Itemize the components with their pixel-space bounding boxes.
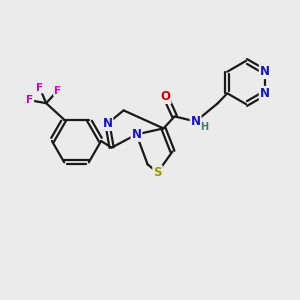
Text: F: F (26, 95, 33, 105)
Text: H: H (200, 122, 208, 132)
Text: N: N (102, 117, 112, 130)
Text: S: S (153, 166, 162, 179)
Text: N: N (260, 65, 270, 78)
Text: F: F (36, 82, 43, 93)
Text: N: N (260, 87, 270, 100)
Text: N: N (190, 115, 201, 128)
Text: F: F (54, 85, 61, 96)
Text: O: O (160, 90, 171, 103)
Text: N: N (131, 128, 142, 141)
